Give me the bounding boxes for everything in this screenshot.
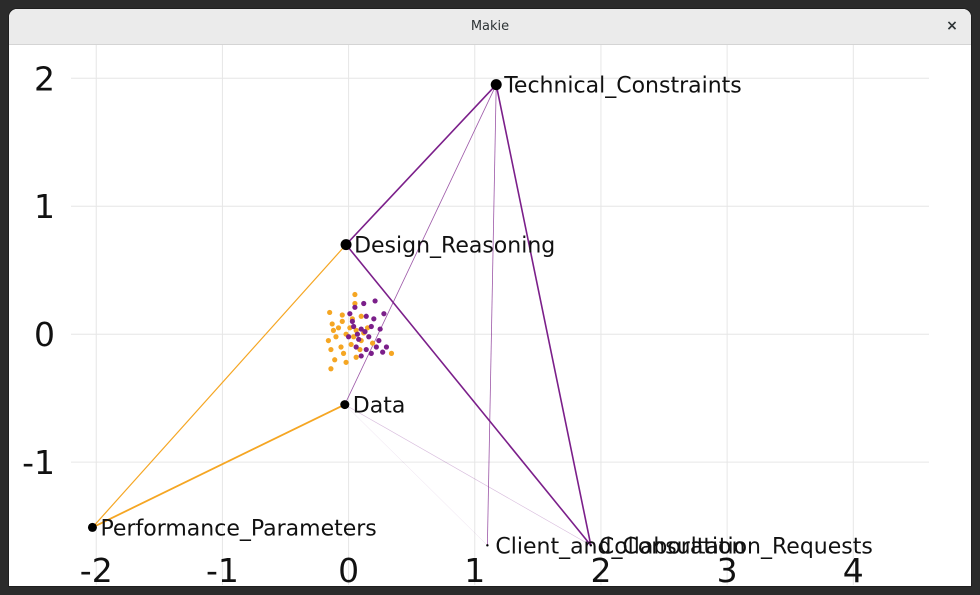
cluster-point-purple	[353, 344, 359, 350]
cluster-point-orange	[388, 350, 395, 356]
node-label: Performance_Parameters	[100, 516, 376, 541]
cluster-point-purple	[371, 316, 377, 322]
cluster-point-orange	[369, 340, 376, 346]
y-tick-label: 0	[34, 315, 55, 354]
cluster-point-orange	[340, 350, 347, 356]
cluster-point-purple	[380, 349, 386, 355]
window-title: Makie	[470, 19, 510, 34]
y-tick-label: -1	[22, 443, 55, 482]
grid-lines	[71, 45, 929, 585]
cluster-point-purple	[345, 334, 352, 340]
node-point	[340, 400, 350, 410]
x-tick-label: -1	[206, 551, 239, 586]
cluster-point-purple	[366, 334, 372, 340]
cluster-point-purple	[362, 329, 368, 335]
cluster-points	[325, 291, 395, 372]
cluster-point-purple	[368, 350, 374, 356]
cluster-point-purple	[347, 311, 353, 317]
close-icon[interactable]: ×	[946, 18, 958, 34]
cluster-point-orange	[353, 354, 359, 360]
edge-line	[486, 84, 497, 546]
y-tick-label: 2	[34, 59, 55, 98]
node-label: Client_and_Consultation_Requests	[495, 534, 872, 559]
cluster-point-orange	[352, 291, 358, 298]
node-point	[340, 239, 352, 251]
nodes: Technical_Constraints Design_Reasoning Dat…	[87, 74, 873, 559]
cluster-point-orange	[343, 359, 349, 365]
cluster-point-orange	[329, 321, 335, 327]
cluster-point-orange	[328, 366, 334, 372]
cluster-point-orange	[327, 309, 333, 316]
cluster-point-orange	[330, 327, 337, 333]
title-bar: Makie ×	[9, 9, 971, 45]
x-tick-label: 0	[338, 551, 359, 586]
cluster-point-orange	[332, 357, 338, 363]
node-label: Collaboration	[599, 534, 746, 559]
cluster-point-purple	[368, 323, 374, 330]
cluster-point-purple	[351, 323, 357, 330]
edges	[92, 84, 592, 546]
node-label: Data	[353, 394, 406, 419]
cluster-point-orange	[351, 334, 357, 340]
cluster-point-orange	[357, 346, 363, 353]
x-tick-label: 1	[464, 551, 485, 586]
node-point	[589, 544, 593, 547]
cluster-point-purple	[352, 304, 358, 310]
node-point	[490, 79, 502, 91]
edge-line	[92, 244, 347, 528]
cluster-point-purple	[377, 326, 383, 332]
x-tick-label: 4	[843, 551, 864, 586]
cluster-point-purple	[363, 313, 369, 319]
cluster-point-orange	[335, 325, 342, 331]
x-tick-label: -2	[80, 551, 113, 586]
edge-line	[344, 404, 488, 546]
cluster-point-purple	[363, 346, 369, 353]
x-tick-label: 2	[590, 551, 611, 586]
cluster-point-orange	[333, 334, 339, 340]
plot-area: Technical_Constraints Design_Reasoning Dat…	[9, 45, 971, 586]
edge-line	[495, 84, 592, 546]
cluster-point-purple	[358, 353, 364, 359]
cluster-point-purple	[376, 337, 382, 344]
node-point	[486, 544, 489, 547]
cluster-point-purple	[358, 326, 364, 332]
cluster-point-orange	[339, 318, 345, 324]
cluster-point-orange	[348, 341, 354, 348]
cluster-point-orange	[352, 300, 358, 307]
cluster-point-purple	[361, 300, 367, 307]
tick-labels: -2 -1 0 1 2 3 4 -1 0 1 2	[22, 59, 864, 586]
cluster-point-orange	[325, 337, 331, 344]
edge-line	[92, 403, 346, 529]
edge-line	[344, 404, 591, 546]
edge-line	[345, 244, 592, 546]
cluster-point-purple	[372, 298, 378, 304]
cluster-point-orange	[358, 313, 364, 319]
node-label: Technical_Constraints	[503, 74, 742, 99]
cluster-point-orange	[328, 346, 334, 353]
cluster-point-orange	[338, 344, 344, 350]
cluster-point-purple	[383, 344, 390, 350]
node-point	[87, 522, 97, 532]
cluster-point-purple	[356, 336, 362, 342]
cluster-point-purple	[354, 331, 361, 337]
app-window: Makie × Technical_Constraints Design_Reas…	[9, 9, 971, 586]
y-tick-label: 1	[34, 187, 55, 226]
cluster-point-orange	[339, 312, 345, 318]
edge-line	[345, 84, 497, 246]
network-scatter-chart: Technical_Constraints Design_Reasoning Dat…	[22, 45, 929, 586]
cluster-point-purple	[349, 318, 355, 324]
x-tick-label: 3	[717, 551, 738, 586]
cluster-point-purple	[373, 344, 379, 350]
cluster-point-purple	[381, 311, 387, 317]
node-label: Design_Reasoning	[354, 234, 555, 259]
